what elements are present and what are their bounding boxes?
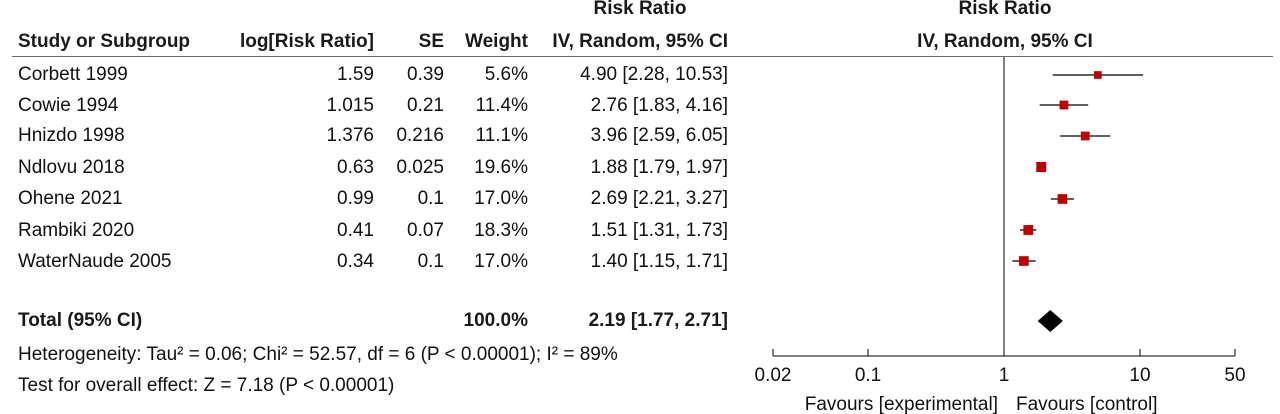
study-name: Corbett 1999	[18, 64, 128, 85]
study-name: Rambiki 2020	[18, 220, 135, 241]
x-tick-label: 0.02	[755, 365, 792, 386]
point-estimate-marker	[1094, 71, 1102, 79]
se-value: 0.1	[417, 188, 444, 209]
point-estimate-marker	[1036, 162, 1047, 172]
logrr-value: 0.63	[337, 157, 374, 178]
x-tick-label: 10	[1129, 365, 1150, 386]
rr-ci-value: 3.96 [2.59, 6.05]	[590, 125, 728, 146]
pooled-diamond	[1037, 310, 1063, 332]
study-name: Hnizdo 1998	[18, 125, 125, 146]
x-tick-label: 0.1	[855, 365, 881, 386]
weight-value: 18.3%	[474, 220, 528, 241]
point-estimate-marker	[1023, 225, 1034, 235]
rr-ci-value: 1.88 [1.79, 1.97]	[590, 157, 728, 178]
study-name: WaterNaude 2005	[18, 251, 172, 272]
se-value: 0.025	[396, 157, 444, 178]
favours-right-label: Favours [control]	[1016, 394, 1158, 414]
weight-value: 19.6%	[474, 157, 528, 178]
rr-ci-value: 2.69 [2.21, 3.27]	[590, 188, 728, 209]
logrr-column-header: log[Risk Ratio]	[239, 31, 374, 52]
study-name: Ohene 2021	[18, 188, 123, 209]
point-estimate-marker	[1080, 131, 1090, 141]
se-value: 0.1	[417, 251, 444, 272]
se-value: 0.216	[396, 125, 444, 146]
point-estimate-marker	[1019, 256, 1029, 266]
se-value: 0.07	[407, 220, 444, 241]
x-tick-label: 50	[1224, 365, 1245, 386]
rr-ci-value: 4.90 [2.28, 10.53]	[580, 64, 728, 85]
study-markers	[1012, 71, 1144, 266]
point-estimate-marker	[1059, 100, 1069, 110]
total-weight: 100.0%	[463, 310, 528, 331]
logrr-value: 1.59	[337, 64, 374, 85]
point-estimate-marker	[1057, 194, 1068, 204]
x-tick-label: 1	[999, 365, 1010, 386]
favours-left-label: Favours [experimental]	[805, 394, 998, 414]
weight-value: 17.0%	[474, 188, 528, 209]
heterogeneity-text: Heterogeneity: Tau² = 0.06; Chi² = 52.57…	[18, 344, 618, 365]
total-label: Total (95% CI)	[18, 310, 143, 331]
weight-value: 17.0%	[474, 251, 528, 272]
x-axis-ticks: 0.02 0.1 1 10 50	[755, 349, 1246, 386]
header-rule	[12, 56, 1273, 57]
total-rr-ci: 2.19 [1.77, 2.71]	[588, 310, 728, 331]
overall-effect-text: Test for overall effect: Z = 7.18 (P < 0…	[18, 375, 395, 396]
weight-column-header: Weight	[465, 31, 528, 52]
logrr-value: 0.41	[337, 220, 374, 241]
rr-ci-value: 1.40 [1.15, 1.71]	[590, 251, 728, 272]
rr-column-header: IV, Random, 95% CI	[552, 31, 728, 52]
logrr-value: 0.34	[337, 251, 374, 272]
study-name: Ndlovu 2018	[18, 157, 125, 178]
se-value: 0.21	[407, 95, 444, 116]
weight-value: 11.1%	[475, 125, 528, 146]
se-column-header: SE	[418, 31, 444, 52]
weight-value: 11.4%	[475, 95, 528, 116]
plot-column-super-header: Risk Ratio	[958, 0, 1052, 19]
rr-column-super-header: Risk Ratio	[593, 0, 687, 19]
logrr-value: 1.376	[326, 125, 374, 146]
study-name: Cowie 1994	[18, 95, 119, 116]
rr-ci-value: 2.76 [1.83, 4.16]	[590, 95, 728, 116]
logrr-value: 0.99	[337, 188, 374, 209]
logrr-value: 1.015	[326, 95, 374, 116]
plot-column-header: IV, Random, 95% CI	[917, 31, 1093, 52]
weight-value: 5.6%	[484, 64, 528, 85]
rr-ci-value: 1.51 [1.31, 1.73]	[590, 220, 728, 241]
study-column-header: Study or Subgroup	[18, 31, 191, 52]
se-value: 0.39	[407, 64, 444, 85]
